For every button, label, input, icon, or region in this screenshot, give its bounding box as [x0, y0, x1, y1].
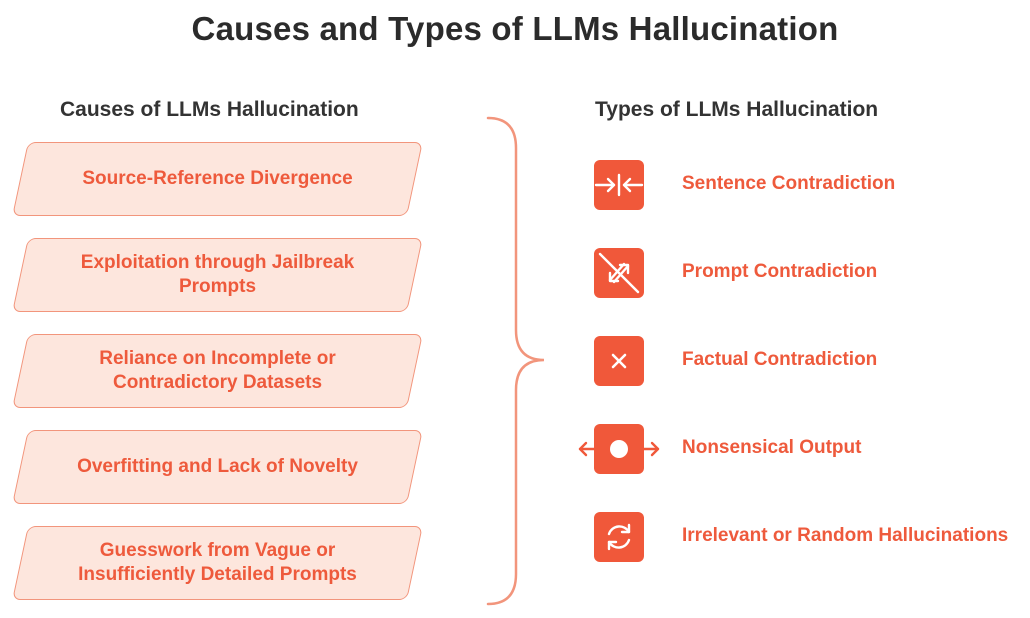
- diagram-title: Causes and Types of LLMs Hallucination: [191, 10, 839, 47]
- cause-label-line: Source-Reference Divergence: [82, 168, 353, 189]
- type-label: Nonsensical Output: [682, 437, 862, 458]
- type-item-factual-contradiction: Factual Contradiction: [578, 336, 1028, 388]
- types-heading: Types of LLMs Hallucination: [595, 98, 879, 121]
- cause-label-line: Exploitation through Jailbreak: [80, 252, 355, 273]
- type-label: Factual Contradiction: [682, 349, 878, 370]
- causes-heading: Causes of LLMs Hallucination: [60, 98, 359, 121]
- dot-arrows-out-icon: [594, 424, 644, 474]
- cause-item: Overfitting and Lack of Novelty: [12, 430, 423, 504]
- cause-label-line: Guesswork from Vague or: [99, 540, 336, 561]
- type-item-nonsensical-output: Nonsensical Output: [578, 424, 1028, 476]
- cause-label-line: Overfitting and Lack of Novelty: [77, 456, 358, 477]
- refresh-icon: [594, 512, 644, 562]
- cause-label: Source-Reference Divergence: [20, 142, 415, 216]
- cause-item: Source-Reference Divergence: [12, 142, 423, 216]
- arrows-converge-icon: [594, 160, 644, 210]
- cause-label: Reliance on Incomplete or Contradictory D…: [20, 334, 415, 408]
- cause-item: Exploitation through Jailbreak Prompts: [12, 238, 423, 312]
- cause-label-line: Reliance on Incomplete or: [99, 348, 336, 369]
- cause-label-line: Prompts: [178, 276, 257, 297]
- cause-item: Guesswork from Vague or Insufficiently De…: [12, 526, 423, 600]
- type-label: Prompt Contradiction: [682, 261, 878, 282]
- outward-arrows-icon: [578, 441, 660, 457]
- arrows-diverge-icon: [594, 248, 644, 298]
- cause-label-line: Insufficiently Detailed Prompts: [78, 564, 357, 585]
- cause-label: Overfitting and Lack of Novelty: [20, 430, 415, 504]
- cause-label-line: Contradictory Datasets: [112, 372, 323, 393]
- type-label: Irrelevant or Random Hallucinations: [682, 525, 1009, 546]
- type-label: Sentence Contradiction: [682, 173, 896, 194]
- type-item-prompt-contradiction: Prompt Contradiction: [578, 248, 1028, 300]
- cause-label: Guesswork from Vague or Insufficiently De…: [20, 526, 415, 600]
- cause-label: Exploitation through Jailbreak Prompts: [20, 238, 415, 312]
- cause-item: Reliance on Incomplete or Contradictory D…: [12, 334, 423, 408]
- type-item-irrelevant-random: Irrelevant or Random Hallucinations: [578, 512, 1028, 564]
- type-item-sentence-contradiction: Sentence Contradiction: [578, 160, 1028, 212]
- x-mark-icon: [594, 336, 644, 386]
- curly-brace: [486, 116, 545, 606]
